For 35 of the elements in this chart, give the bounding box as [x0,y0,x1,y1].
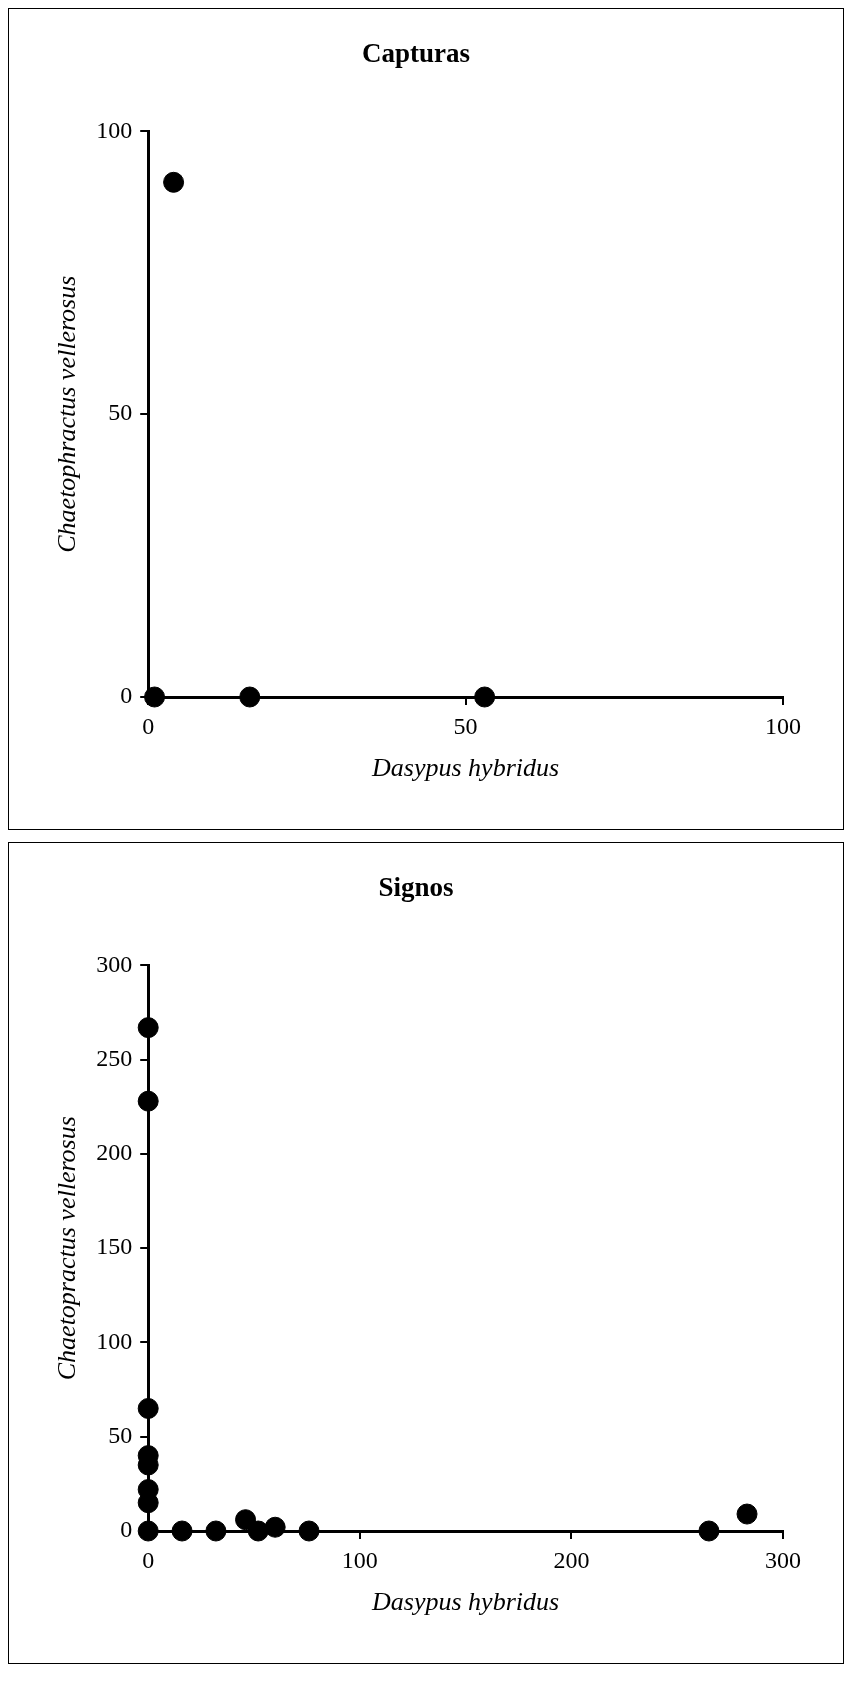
y-tick-label: 100 [96,1327,133,1354]
y-tick-label: 100 [96,116,133,143]
x-tick-label: 0 [142,712,155,739]
point [137,1520,159,1542]
y-tick-label: 0 [120,1516,133,1543]
y-axis-title: Chaetopractus vellerosus [52,1116,82,1381]
y-tick-label: 50 [108,1422,133,1449]
point [298,1520,320,1542]
point [698,1520,720,1542]
y-tick-label: 200 [96,1139,133,1166]
x-axis-title: Dasypus hybridus [371,1587,560,1617]
point [137,1492,159,1514]
x-tick-label: 100 [765,712,801,739]
x-tick-label: 100 [341,1546,378,1573]
y-tick-label: 250 [96,1044,133,1071]
x-tick-label: 200 [553,1546,590,1573]
point [736,1503,758,1525]
y-tick-label: 0 [120,682,133,709]
point [171,1520,193,1542]
y-tick-label: 150 [96,1233,133,1260]
point [205,1520,227,1542]
chart-title: Capturas [361,38,471,69]
chart-title: Signos [378,872,454,903]
x-tick-label: 300 [765,1546,801,1573]
point [247,1520,269,1542]
point [137,1397,159,1419]
x-tick-label: 0 [142,1546,155,1573]
y-tick-label: 300 [96,950,133,977]
point [137,1017,159,1039]
y-tick-label: 50 [108,399,133,426]
x-tick-label: 50 [453,712,478,739]
point [137,1090,159,1112]
x-axis-title: Dasypus hybridus [371,753,560,783]
y-axis-title: Chaetophractus vellerosus [52,275,82,553]
point [264,1516,286,1538]
